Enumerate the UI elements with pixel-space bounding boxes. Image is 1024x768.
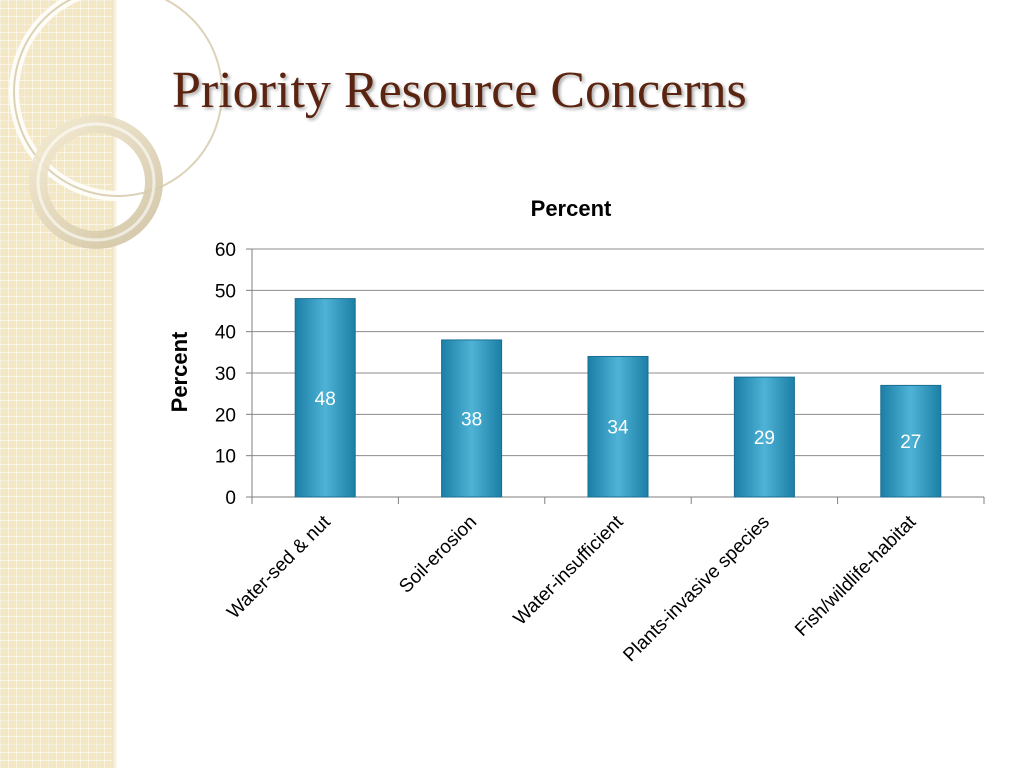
y-tick-label: 30	[215, 364, 236, 385]
bar	[733, 376, 795, 498]
chart-title: Percent	[531, 196, 612, 221]
bar-value-label: 29	[754, 428, 775, 449]
y-tick-label: 0	[225, 488, 236, 509]
x-category-label: Soil-erosion	[395, 512, 481, 598]
x-category-label: Plants-invasive species	[619, 512, 773, 666]
side-divider	[112, 0, 118, 768]
bar	[441, 339, 503, 498]
bar-value-label: 48	[315, 389, 336, 410]
y-tick-label: 20	[215, 405, 236, 426]
bar	[294, 298, 356, 498]
x-category-label: Fish/wildlife-habitat	[791, 511, 921, 641]
y-tick-label: 50	[215, 281, 236, 302]
bar-value-label: 27	[900, 432, 921, 453]
decorative-rings	[9, 0, 227, 249]
x-category-label: Water-insufficient	[510, 511, 628, 629]
bar	[880, 384, 942, 498]
bar-value-label: 38	[461, 409, 482, 430]
bar-value-label: 34	[607, 418, 629, 439]
decorative-ring-large-edge	[13, 0, 223, 197]
bars	[294, 298, 942, 498]
bar-chart: Percent Percent 0 10 20 30 40 50 60 48 Water-sed…	[167, 196, 985, 666]
bar	[587, 355, 649, 498]
decorative-ring-small-highlight	[36, 122, 156, 242]
y-tick-label: 40	[215, 323, 236, 344]
y-axis-title: Percent	[167, 331, 192, 412]
slide-title: Priority Resource Concerns	[172, 62, 747, 119]
y-tick-label: 10	[215, 447, 236, 468]
y-tick-label: 60	[215, 240, 236, 261]
x-category-label: Water-sed & nut	[223, 511, 335, 623]
